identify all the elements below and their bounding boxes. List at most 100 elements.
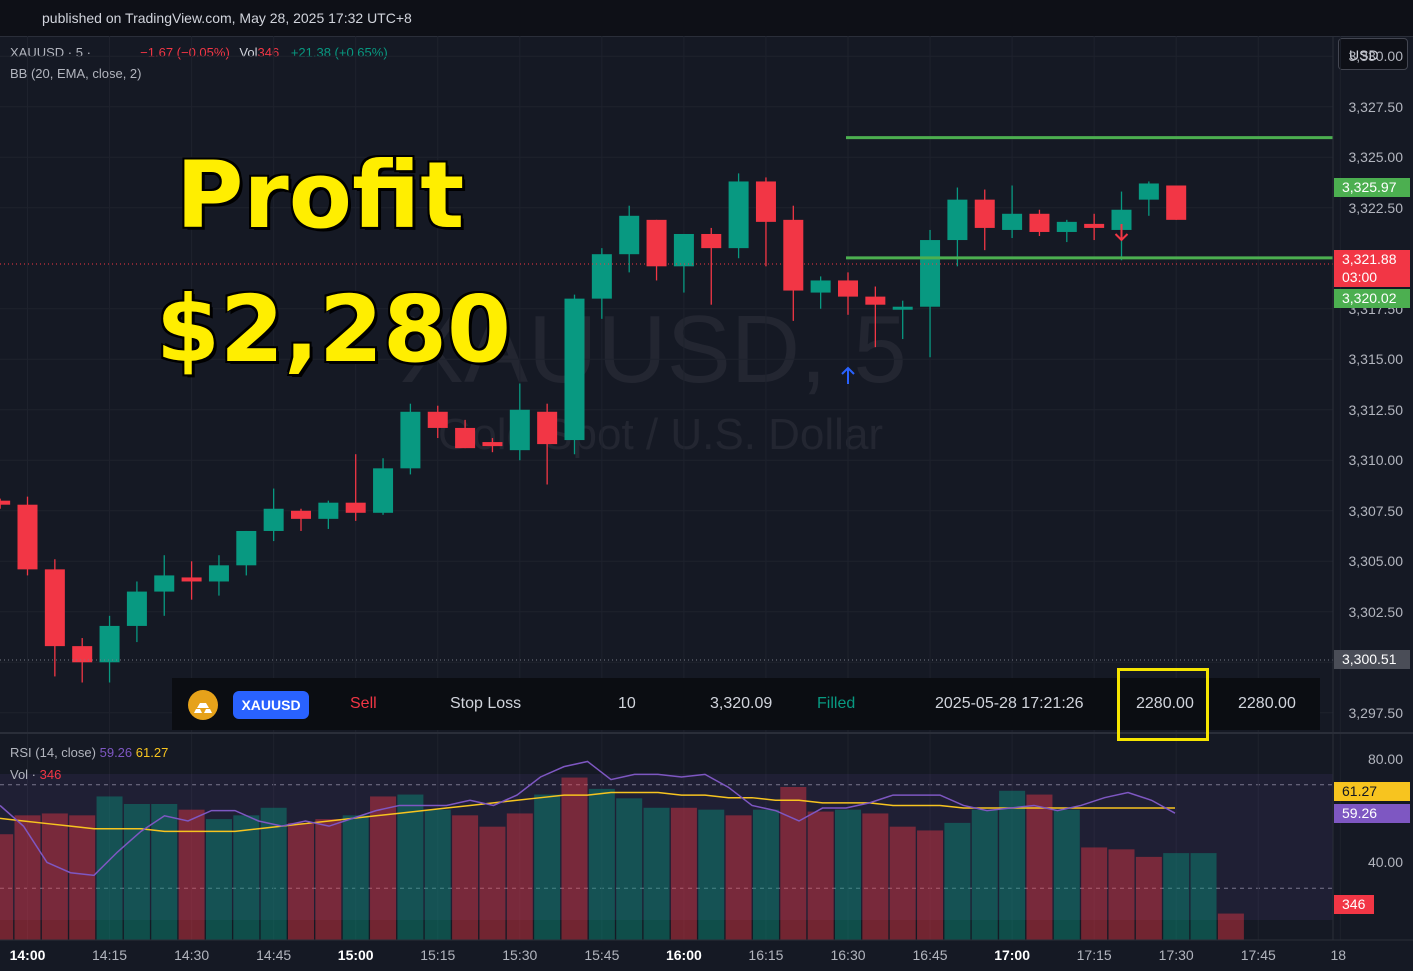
profit-title: Profit [176,142,465,249]
order-pnl: 2280.00 [1136,695,1194,712]
candle-body [838,280,858,297]
volume-bar [479,826,506,940]
vol-legend[interactable]: Vol · 346 [10,767,61,782]
candle-body [345,502,366,513]
time-tick-label: 16:30 [830,947,866,963]
order-qty: 10 [618,695,636,712]
order-price: 3,320.09 [710,695,773,712]
volume-bar [1053,809,1080,940]
published-text: published on TradingView.com, May 28, 20… [42,10,412,26]
candle-body [427,411,448,428]
candle-body [17,504,38,570]
volume-bar [342,815,369,940]
vol-value-2: 346 [39,767,62,782]
price-tick-label: 3,325.00 [1348,149,1404,166]
time-tick-label: 14:00 [9,947,46,963]
candle-body [236,530,257,566]
order-type: Stop Loss [450,695,522,712]
volume-bar [151,804,178,940]
order-time: 2025-05-28 17:21:26 [935,695,1084,712]
volume-bar [123,804,150,940]
volume-bar [506,813,533,940]
currency-selector[interactable]: USD [1338,38,1408,70]
candle-body [373,468,394,513]
volume-bar [397,794,424,940]
volume-bar [233,815,260,940]
volume-bars [0,777,1244,940]
volume-bar [14,815,41,940]
rsi-band [0,774,1333,920]
rsi-tag: 59.26 [1334,804,1410,823]
price-tick-label: 3,322.50 [1348,199,1404,216]
candle-body [263,508,284,531]
price-tick-label: 3,327.50 [1348,98,1404,115]
volume-bar [1135,856,1162,940]
volume-bar [424,809,451,940]
volume-bar [1081,847,1108,940]
price-tick-label: 3,302.50 [1348,603,1404,620]
order-pnl-total: 2280.00 [1238,695,1296,712]
volume-bar [370,796,397,940]
pnl-highlight-box [1117,668,1209,741]
rsi-legend[interactable]: RSI (14, close) 59.26 61.27 [10,745,168,760]
candle-body [701,233,722,249]
time-tick-label: 15:15 [420,947,456,963]
volume-bar [205,819,232,940]
order-row[interactable]: XAUUSD Sell Stop Loss 10 3,320.09 Filled… [172,678,1320,730]
price-tick-label: 3,330.00 [1348,48,1404,65]
time-tick-label: 14:30 [174,947,210,963]
candle-body [920,240,941,307]
candle-body [154,575,175,592]
volume-bar [288,822,314,940]
volume-bar [561,777,588,940]
price-tick-label: 3,297.50 [1348,704,1404,721]
volume-bar [0,834,14,940]
time-tick-label: 15:45 [584,947,620,963]
volume-bar [807,811,834,940]
volume-bar [178,809,205,940]
volume-bar [1108,849,1135,940]
order-symbol-badge[interactable]: XAUUSD [233,691,309,719]
rsi-label: RSI (14, close) [10,745,96,760]
time-tick-label: 14:15 [92,947,128,963]
time-tick-label: 16:45 [912,947,948,963]
candle-body [564,298,585,441]
time-tick-label: 14:45 [256,947,292,963]
candle-body [1056,221,1077,232]
time-tick-label: 15:30 [502,947,538,963]
volume-bar [315,819,342,940]
candle-body [72,646,93,663]
candle-body [455,427,476,449]
time-tick-label: 18 [1330,947,1347,963]
trade-markers [841,224,1129,384]
volume-bar [534,794,561,940]
candle-body [509,409,530,451]
price-tick-label: 3,315.00 [1348,351,1404,368]
candle-body [1084,223,1105,228]
candle-body [974,199,995,228]
time-tick-label: 17:45 [1240,947,1276,963]
vol-label-2: Vol · [10,767,37,782]
candle-body [728,181,749,249]
volume-bar [452,815,479,940]
volume-bar [1190,853,1217,940]
low-price-tag: 3,300.51 [1334,650,1410,669]
candle-body [1111,209,1132,230]
price-tick-label: 3,305.00 [1348,553,1404,570]
rsi-value: 59.26 [99,745,133,760]
time-tick-label: 16:15 [748,947,784,963]
rsi-ma-value: 61.27 [135,745,169,760]
current-price-tag: 3,321.88 [1334,250,1410,269]
bb-legend[interactable]: BB (20, EMA, close, 2) [10,66,142,81]
candle-body [537,411,558,445]
volume-bar [41,813,68,940]
candle-body [619,215,640,255]
volume-bar [917,830,944,940]
sell-arrow-icon [1114,224,1129,242]
candle-body [892,306,913,310]
price-tick-label: 3,310.00 [1348,452,1404,469]
volume-bar [944,822,971,940]
candle-body [865,296,886,305]
time-tick-label: 17:15 [1076,947,1112,963]
